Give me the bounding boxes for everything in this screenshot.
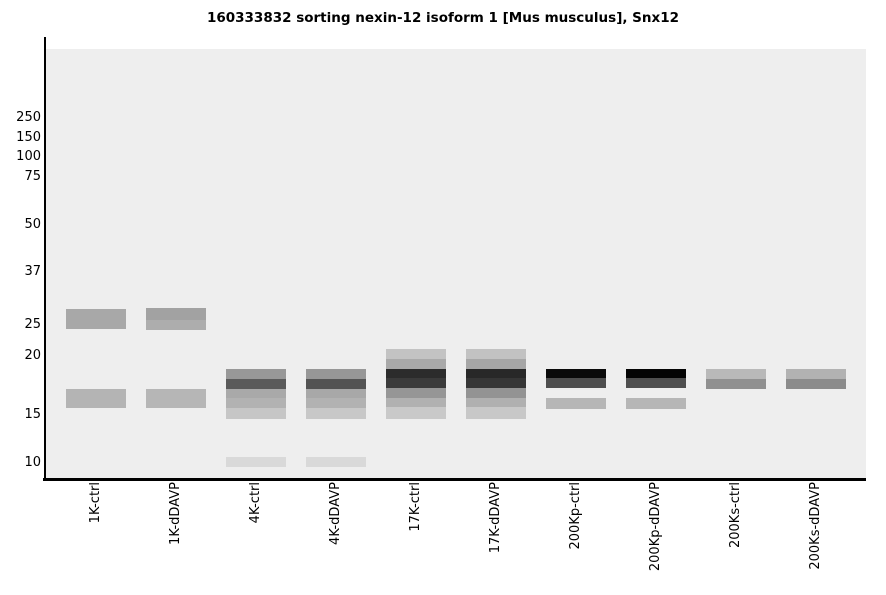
lane-label-4K-ctrl: 4K-ctrl	[248, 482, 263, 524]
plot-title: 160333832 sorting nexin-12 isoform 1 [Mu…	[206, 10, 680, 26]
y-tick-label-50kda: 50	[24, 217, 41, 232]
y-tick-label-100kda: 100	[16, 149, 41, 164]
y-tick-label-250kda: 250	[16, 110, 41, 125]
plot-area	[46, 49, 866, 478]
y-tick-label-15kda: 15	[24, 407, 41, 422]
lane-label-200Kp-ctrl: 200Kp-ctrl	[568, 482, 583, 550]
lane-label-17K-dDAVP: 17K-dDAVP	[488, 482, 503, 554]
y-tick-label-20kda: 20	[24, 348, 41, 363]
lane-label-4K-dDAVP: 4K-dDAVP	[328, 482, 343, 545]
y-tick-label-10kda: 10	[24, 455, 41, 470]
lane-label-200Ks-dDAVP: 200Ks-dDAVP	[808, 482, 823, 570]
y-tick-label-37kda: 37	[24, 264, 41, 279]
y-tick-label-75kda: 75	[24, 169, 41, 184]
y-axis-line	[43, 37, 46, 481]
lane-label-200Ks-ctrl: 200Ks-ctrl	[728, 482, 743, 549]
lane-label-17K-ctrl: 17K-ctrl	[408, 482, 423, 532]
x-axis-line	[43, 478, 866, 481]
lane-label-1K-ctrl: 1K-ctrl	[88, 482, 103, 524]
lane-label-1K-dDAVP: 1K-dDAVP	[168, 482, 183, 545]
y-tick-label-150kda: 150	[16, 130, 41, 145]
y-tick-label-25kda: 25	[24, 317, 41, 332]
lane-label-200Kp-dDAVP: 200Kp-dDAVP	[648, 482, 663, 572]
